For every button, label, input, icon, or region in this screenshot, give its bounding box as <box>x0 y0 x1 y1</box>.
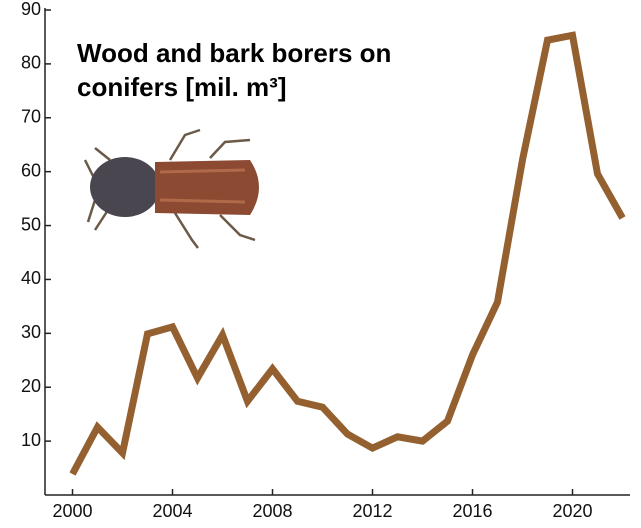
y-tick-label: 90 <box>21 0 41 19</box>
y-tick-label: 40 <box>21 268 41 288</box>
y-tick-label: 20 <box>21 376 41 396</box>
y-tick-label: 50 <box>21 214 41 234</box>
x-tick-label: 2008 <box>252 501 292 521</box>
chart-title: Wood and bark borers on conifers [mil. m… <box>77 38 392 102</box>
y-tick-label: 60 <box>21 160 41 180</box>
x-tick-label: 2016 <box>452 501 492 521</box>
x-tick-label: 2004 <box>152 501 192 521</box>
y-tick-label: 80 <box>21 53 41 73</box>
y-tick-label: 30 <box>21 322 41 342</box>
x-tick-label: 2020 <box>552 501 592 521</box>
y-tick-label: 10 <box>21 430 41 450</box>
x-tick-label: 2012 <box>352 501 392 521</box>
beetle <box>83 128 259 249</box>
line <box>69 31 626 476</box>
y-tick-label: 70 <box>21 107 41 127</box>
x-tick-label: 2000 <box>52 501 92 521</box>
